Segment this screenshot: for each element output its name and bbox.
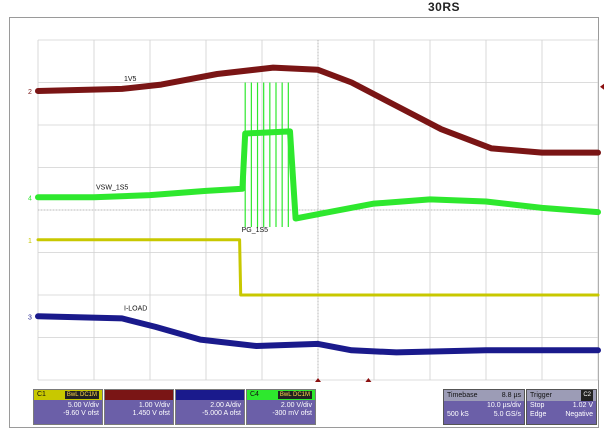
channel-panel-c4[interactable]: C4 BwL DC1M 2.00 V/div -300 mV ofst: [246, 389, 316, 425]
timebase-label: Timebase: [447, 392, 478, 399]
trace-vsw-1s5: [35, 128, 601, 222]
channel-panel-c3[interactable]: 2.00 A/div -5.000 A ofst: [175, 389, 245, 425]
sample-count: 500 kS: [447, 411, 469, 418]
channel-badge: BwL DC1M: [277, 391, 312, 399]
offset-value: -9.60 V ofst: [63, 410, 99, 417]
trigger-slope: Negative: [565, 411, 593, 418]
timebase-panel[interactable]: Timebase 8.8 µs 10.0 µs/div 500 kS 5.0 G…: [443, 389, 525, 425]
channel-label: C4: [250, 391, 259, 398]
trigger-level: 1.02 V: [572, 402, 593, 409]
channel-marker: 2: [28, 89, 32, 96]
sample-rate: 5.0 GS/s: [493, 411, 521, 418]
channel-panel-c1[interactable]: C1 BwL DC1M 5.00 V/div -9.60 V ofst: [33, 389, 103, 425]
trigger-mode: Stop: [530, 402, 545, 409]
series-label: 1V5: [124, 76, 137, 83]
offset-value: -300 mV ofst: [272, 410, 312, 417]
channel-marker: 1: [28, 238, 32, 245]
offset-value: 1.450 V ofst: [132, 410, 170, 417]
trace-pg-1s5: [36, 238, 600, 297]
time-per-div: 10.0 µs/div: [487, 402, 521, 409]
volts-per-div: 5.00 V/div: [67, 402, 99, 409]
volts-per-div: 1.00 V/div: [138, 402, 170, 409]
corner-label: 30RS: [428, 0, 461, 14]
channel-marker: 3: [28, 314, 32, 321]
trigger-level-marker: [600, 83, 604, 90]
channel-label: C1: [37, 391, 46, 398]
trace-1v5: [35, 64, 601, 156]
channel-badge: BwL DC1M: [64, 391, 99, 399]
trigger-label: Trigger: [530, 392, 552, 399]
trigger-type: Edge: [530, 411, 547, 418]
trigger-panel[interactable]: Trigger C2 Stop 1.02 V Edge Negative: [526, 389, 597, 425]
volts-per-div: 2.00 V/div: [280, 402, 312, 409]
scope-frame: [9, 17, 599, 428]
series-label: VSW_1S5: [96, 184, 128, 191]
trigger-position-marker: [365, 378, 372, 382]
trigger-position-marker: [315, 378, 321, 382]
offset-value: -5.000 A ofst: [202, 410, 241, 417]
series-label: PG_1S5: [242, 227, 269, 234]
trace-i-load: [35, 313, 601, 356]
channel-panel-c2[interactable]: 1.00 V/div 1.450 V ofst: [104, 389, 174, 425]
channel-marker: 4: [28, 195, 32, 202]
timebase-value: 8.8 µs: [501, 392, 521, 399]
volts-per-div: 2.00 A/div: [210, 402, 241, 409]
trigger-channel: C2: [581, 390, 593, 401]
series-label: I-LOAD: [124, 305, 147, 312]
